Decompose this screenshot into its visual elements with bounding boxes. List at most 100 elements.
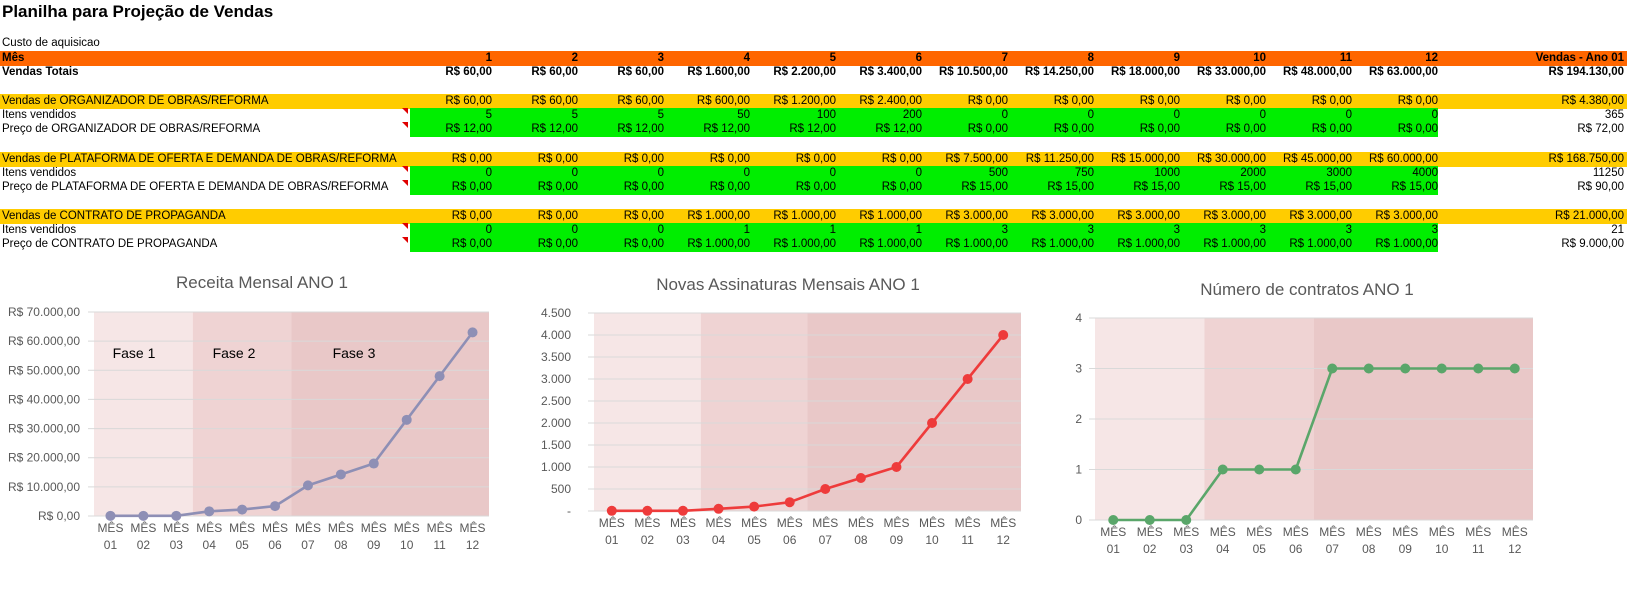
- data-point[interactable]: [368, 458, 379, 469]
- section-sales-row-cell[interactable]: R$ 0,00: [967, 95, 1008, 107]
- data-point[interactable]: [642, 505, 653, 516]
- section-sales-row-cell[interactable]: R$ 0,00: [623, 153, 664, 165]
- comment-indicator-icon[interactable]: [402, 122, 408, 128]
- items-sold-row-cell[interactable]: 0: [485, 224, 492, 236]
- section-sales-row-cell[interactable]: R$ 15.000,00: [1110, 153, 1180, 165]
- price-row-total[interactable]: R$ 90,00: [1577, 181, 1624, 193]
- data-point[interactable]: [677, 505, 688, 516]
- items-sold-row-label[interactable]: Itens vendidos: [2, 109, 77, 121]
- price-row-cell[interactable]: R$ 0,00: [623, 238, 664, 250]
- data-point[interactable]: [1327, 363, 1338, 374]
- header-row-cell[interactable]: 1: [485, 52, 492, 64]
- data-point[interactable]: [1290, 464, 1301, 475]
- header-row-cell[interactable]: 12: [1425, 52, 1438, 64]
- data-point[interactable]: [204, 506, 215, 517]
- price-row-cell[interactable]: R$ 12,00: [789, 123, 836, 135]
- price-row-cell[interactable]: R$ 15,00: [961, 181, 1008, 193]
- data-point[interactable]: [1509, 363, 1520, 374]
- comment-indicator-icon[interactable]: [402, 223, 408, 229]
- header-row-cell[interactable]: 11: [1339, 52, 1352, 64]
- section-sales-row-cell[interactable]: R$ 60,00: [445, 95, 492, 107]
- totals-row-cell[interactable]: R$ 63.000,00: [1368, 66, 1438, 78]
- section-sales-row-cell[interactable]: R$ 1.000,00: [859, 210, 922, 222]
- data-point[interactable]: [749, 501, 760, 512]
- section-sales-row-cell[interactable]: R$ 3.000,00: [1117, 210, 1180, 222]
- data-point[interactable]: [820, 484, 831, 494]
- section-sales-row-cell[interactable]: R$ 45.000,00: [1282, 153, 1352, 165]
- items-sold-row-total[interactable]: 21: [1611, 224, 1624, 236]
- price-row-cell[interactable]: R$ 0,00: [709, 181, 750, 193]
- price-row-cell[interactable]: R$ 12,00: [531, 123, 578, 135]
- price-row-cell[interactable]: R$ 15,00: [1305, 181, 1352, 193]
- price-row-cell[interactable]: R$ 1.000,00: [1203, 238, 1266, 250]
- price-row-cell[interactable]: R$ 12,00: [445, 123, 492, 135]
- comment-indicator-icon[interactable]: [402, 237, 408, 243]
- totals-row-cell[interactable]: R$ 60,00: [531, 66, 578, 78]
- items-sold-row-total[interactable]: 11250: [1592, 167, 1624, 179]
- section-sales-row-cell[interactable]: R$ 30.000,00: [1196, 153, 1266, 165]
- section-sales-row-total[interactable]: R$ 168.750,00: [1548, 153, 1624, 165]
- totals-row-label[interactable]: Vendas Totais: [2, 66, 79, 78]
- section-sales-row-cell[interactable]: R$ 3.000,00: [1289, 210, 1352, 222]
- comment-indicator-icon[interactable]: [402, 108, 408, 114]
- totals-row-cell[interactable]: R$ 10.500,00: [938, 66, 1008, 78]
- section-sales-row-cell[interactable]: R$ 0,00: [881, 153, 922, 165]
- section-sales-row-cell[interactable]: R$ 0,00: [451, 153, 492, 165]
- header-row-cell[interactable]: 10: [1253, 52, 1266, 64]
- data-point[interactable]: [1400, 363, 1411, 374]
- price-row-cell[interactable]: R$ 1.000,00: [945, 238, 1008, 250]
- totals-row-total[interactable]: R$ 194.130,00: [1548, 66, 1624, 78]
- items-sold-row-cell[interactable]: 100: [816, 109, 836, 121]
- data-point[interactable]: [1436, 363, 1447, 374]
- header-row-label[interactable]: Mês: [2, 52, 25, 64]
- price-row-cell[interactable]: R$ 0,00: [967, 123, 1008, 135]
- items-sold-row-cell[interactable]: 5: [571, 109, 578, 121]
- items-sold-row-cell[interactable]: 0: [1001, 109, 1008, 121]
- section-sales-row-label[interactable]: Vendas de PLATAFORMA DE OFERTA E DEMANDA…: [2, 153, 397, 165]
- section-sales-row-total[interactable]: R$ 21.000,00: [1554, 210, 1624, 222]
- items-sold-row-cell[interactable]: 50: [737, 109, 750, 121]
- price-row-cell[interactable]: R$ 15,00: [1047, 181, 1094, 193]
- items-sold-row-cell[interactable]: 0: [915, 167, 922, 179]
- comment-indicator-icon[interactable]: [402, 166, 408, 172]
- price-row-cell[interactable]: R$ 0,00: [451, 181, 492, 193]
- price-row-cell[interactable]: R$ 1.000,00: [1375, 238, 1438, 250]
- header-row-total[interactable]: Vendas - Ano 01: [1535, 52, 1624, 64]
- price-row-cell[interactable]: R$ 0,00: [1225, 123, 1266, 135]
- header-row-cell[interactable]: 9: [1173, 52, 1180, 64]
- items-sold-row-cell[interactable]: 0: [1087, 109, 1094, 121]
- items-sold-row-cell[interactable]: 0: [1345, 109, 1352, 121]
- section-sales-row-cell[interactable]: R$ 3.000,00: [1375, 210, 1438, 222]
- data-point[interactable]: [467, 327, 478, 338]
- data-point[interactable]: [927, 418, 938, 428]
- price-row-cell[interactable]: R$ 0,00: [623, 181, 664, 193]
- section-sales-row-cell[interactable]: R$ 1.000,00: [773, 210, 836, 222]
- section-sales-row-cell[interactable]: R$ 1.200,00: [773, 95, 836, 107]
- section-sales-row-label[interactable]: Vendas de CONTRATO DE PROPAGANDA: [2, 210, 226, 222]
- section-sales-row-cell[interactable]: R$ 60.000,00: [1368, 153, 1438, 165]
- data-point[interactable]: [1473, 363, 1484, 374]
- section-sales-row-cell[interactable]: R$ 0,00: [709, 153, 750, 165]
- items-sold-row-cell[interactable]: 750: [1074, 167, 1094, 179]
- price-row-label[interactable]: Preço de PLATAFORMA DE OFERTA E DEMANDA …: [2, 181, 389, 193]
- price-row-cell[interactable]: R$ 0,00: [881, 181, 922, 193]
- data-point[interactable]: [713, 503, 724, 514]
- header-row-cell[interactable]: 8: [1087, 52, 1094, 64]
- section-sales-row-cell[interactable]: R$ 7.500,00: [945, 153, 1008, 165]
- data-point[interactable]: [962, 374, 973, 384]
- chart-2[interactable]: - 500 1.000 1.500 2.000 2.500 3.000 3.500 4.000 4…: [541, 275, 1021, 547]
- data-point[interactable]: [138, 510, 149, 521]
- price-row-cell[interactable]: R$ 1.000,00: [773, 238, 836, 250]
- price-row-cell[interactable]: R$ 0,00: [1139, 123, 1180, 135]
- data-point[interactable]: [302, 480, 313, 491]
- price-row-cell[interactable]: R$ 0,00: [537, 238, 578, 250]
- totals-row-cell[interactable]: R$ 3.400,00: [859, 66, 922, 78]
- data-point[interactable]: [401, 414, 412, 425]
- items-sold-row-cell[interactable]: 200: [902, 109, 922, 121]
- data-point[interactable]: [1363, 363, 1374, 374]
- comment-indicator-icon[interactable]: [402, 180, 408, 186]
- data-point[interactable]: [171, 510, 182, 521]
- data-point[interactable]: [606, 505, 617, 516]
- items-sold-row-cell[interactable]: 0: [1431, 109, 1438, 121]
- data-point[interactable]: [1144, 515, 1155, 525]
